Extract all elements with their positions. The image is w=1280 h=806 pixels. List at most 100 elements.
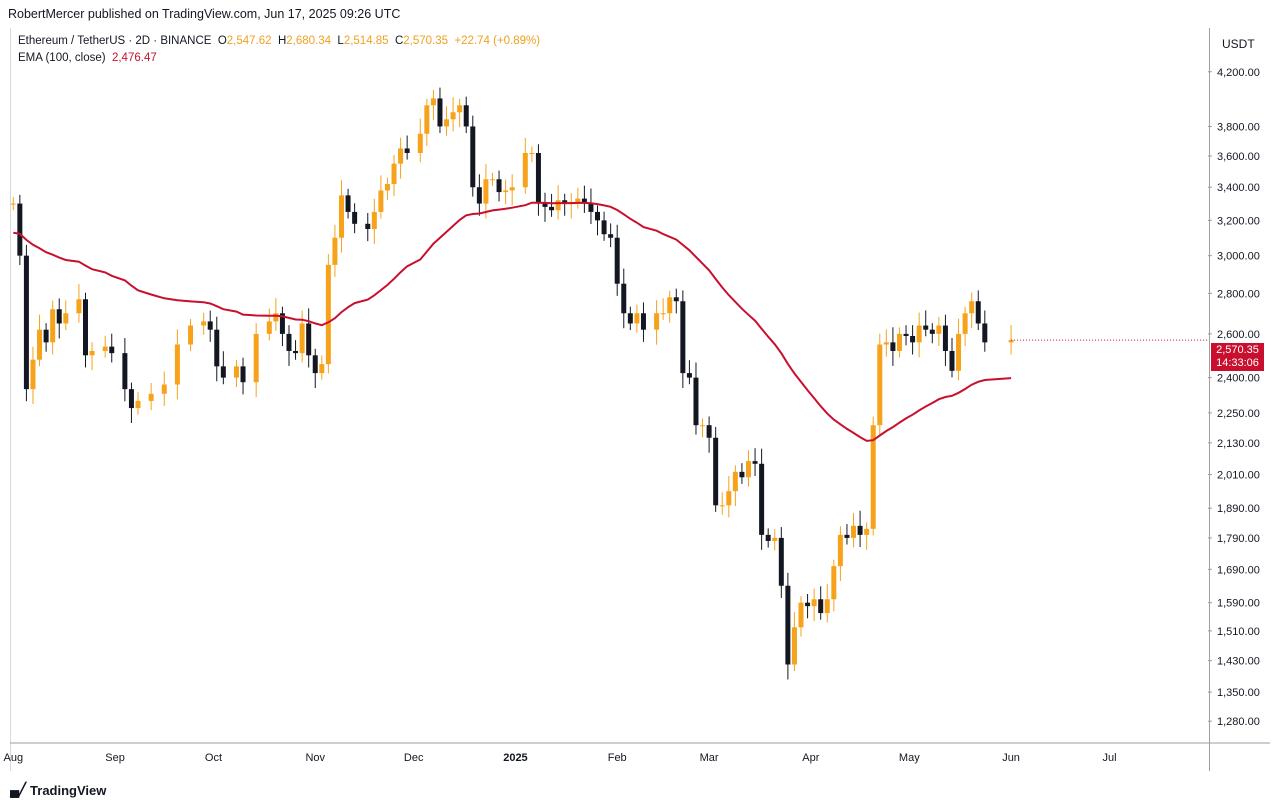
candles-layer	[10, 87, 1014, 680]
y-tick-label: 3,800.00	[1217, 121, 1260, 133]
candle-body	[673, 297, 679, 302]
close-value: 2,570.35	[403, 35, 449, 47]
candle-body	[614, 237, 620, 284]
candle-body	[982, 323, 988, 343]
ema-100-line	[13, 201, 1012, 442]
candle-body	[680, 301, 686, 374]
y-tick-label: 2,130.00	[1217, 438, 1260, 450]
ema-legend[interactable]: EMA (100, close) 2,476.47	[18, 52, 157, 64]
x-tick-label: Oct	[205, 752, 222, 764]
candle-body	[266, 321, 272, 334]
candle-body	[759, 463, 765, 535]
candle-body	[595, 211, 601, 221]
candle-body	[785, 585, 791, 665]
candle-body	[956, 333, 962, 371]
candle-body	[128, 389, 134, 409]
candle-body	[122, 353, 128, 390]
candle-body	[535, 152, 541, 204]
candle-body	[148, 393, 154, 401]
x-tick-label: Feb	[608, 752, 627, 764]
candle-body	[483, 179, 489, 204]
candle-body	[555, 200, 561, 211]
x-tick-label: Dec	[404, 752, 424, 764]
y-tick-label: 3,600.00	[1217, 151, 1260, 163]
candle-body	[82, 299, 88, 356]
candle-body	[109, 346, 115, 354]
candle-body	[76, 299, 82, 314]
y-tick-label: 2,400.00	[1217, 373, 1260, 385]
candle-body	[43, 329, 49, 343]
candle-body	[509, 187, 515, 191]
close-label: C	[394, 35, 404, 47]
candle-body	[811, 599, 817, 607]
last-price-badge: 2,570.35 14:33:06	[1211, 343, 1264, 371]
candle-body	[824, 599, 830, 614]
candle-body	[56, 309, 62, 324]
symbol-name: Ethereum / TetherUS · 2D · BINANCE	[18, 35, 212, 47]
x-tick-label: Aug	[3, 752, 23, 764]
candle-body	[700, 425, 706, 427]
candle-body	[444, 119, 450, 127]
candle-body	[588, 203, 594, 212]
x-tick-label: Nov	[305, 752, 325, 764]
y-tick-label: 1,280.00	[1217, 716, 1260, 728]
candle-body	[522, 152, 528, 188]
tradingview-logo-icon: ▄╱	[10, 782, 26, 797]
bar-countdown: 14:33:06	[1216, 357, 1259, 369]
candle-body	[312, 355, 318, 374]
candle-body	[273, 313, 279, 322]
candle-body	[601, 220, 607, 235]
candle-body	[890, 342, 896, 351]
currency-label[interactable]: USDT	[1222, 37, 1255, 51]
y-tick-label: 2,250.00	[1217, 408, 1260, 420]
chart-frame[interactable]	[10, 28, 1210, 771]
x-tick-label: Sep	[105, 752, 125, 764]
y-tick-label: 2,010.00	[1217, 470, 1260, 482]
y-tick-label: 1,510.00	[1217, 626, 1260, 638]
publisher-header: RobertMercer published on TradingView.co…	[8, 7, 401, 21]
candle-body	[549, 206, 555, 211]
x-tick-label: 2025	[503, 752, 527, 764]
candle-body	[279, 313, 285, 334]
low-value: 2,514.85	[343, 35, 389, 47]
candle-body	[831, 566, 837, 600]
candle-body	[450, 112, 456, 120]
candle-body	[765, 534, 771, 541]
change-value: +22.74 (+0.89%)	[454, 35, 541, 47]
candle-body	[640, 313, 646, 330]
candle-body	[102, 346, 108, 351]
candle-body	[345, 195, 351, 212]
candle-body	[135, 400, 141, 409]
candle-body	[476, 187, 482, 204]
candle-body	[437, 98, 443, 127]
low-label: L	[337, 35, 344, 47]
candle-body	[949, 350, 955, 371]
candle-body	[306, 323, 312, 356]
candle-body	[17, 203, 23, 256]
open-value: 2,547.62	[226, 35, 272, 47]
candle-body	[319, 364, 325, 374]
candle-body	[667, 297, 673, 314]
y-tick-label: 1,690.00	[1217, 564, 1260, 576]
price-axis[interactable]: 4,200.00 3,800.00 3,600.00 3,400.00 3,200.00…	[1208, 67, 1260, 728]
candle-body	[463, 105, 469, 127]
candle-body	[384, 184, 390, 191]
time-axis[interactable]: Aug Sep Oct Nov Dec 2025 Feb Mar Apr May Jun Jul	[3, 752, 1116, 764]
candle-body	[23, 255, 29, 390]
high-label: H	[277, 35, 287, 47]
candle-body	[489, 179, 495, 181]
candle-body	[752, 461, 758, 464]
candle-body	[772, 537, 778, 541]
symbol-legend[interactable]: Ethereum / TetherUS · 2D · BINANCE O2,54…	[18, 35, 540, 47]
candle-body	[975, 301, 981, 324]
candle-body	[325, 264, 331, 365]
tradingview-logo[interactable]: ▄╱ TradingView	[10, 782, 106, 798]
candle-body	[621, 283, 627, 314]
candle-body	[503, 190, 509, 193]
y-tick-label: 3,400.00	[1217, 182, 1260, 194]
candle-body	[713, 437, 719, 506]
candle-body	[883, 342, 889, 345]
candle-body	[496, 179, 502, 193]
candle-body	[220, 366, 226, 378]
